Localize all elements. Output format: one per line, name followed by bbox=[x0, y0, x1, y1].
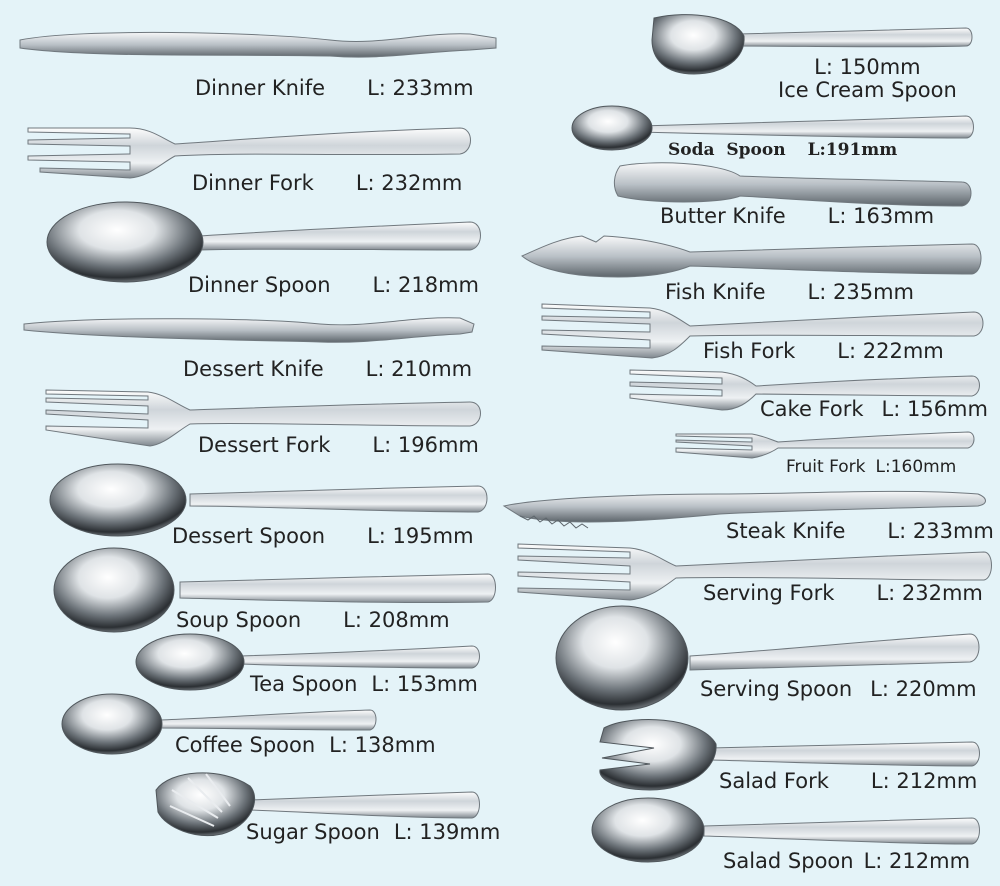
item-name: Fruit Fork bbox=[786, 457, 866, 477]
item-name: Salad Fork bbox=[719, 769, 829, 793]
dessert-knife-illustration bbox=[23, 317, 475, 343]
item-length: L: 139mm bbox=[393, 820, 501, 844]
item-name: Steak Knife bbox=[726, 519, 846, 543]
dinner-spoon-illustration bbox=[46, 201, 481, 283]
item-label-serving-spoon: Serving Spoon L: 220mm bbox=[700, 677, 977, 701]
item-length: L: 156mm bbox=[881, 397, 988, 421]
item-length: L: 196mm bbox=[372, 433, 479, 457]
item-name: Serving Spoon bbox=[700, 677, 853, 701]
fish-fork-illustration bbox=[541, 303, 984, 359]
item-label-soda-spoon: Soda Spoon L:191mm bbox=[668, 140, 897, 160]
item-label-fish-knife: Fish Knife L: 235mm bbox=[665, 280, 914, 304]
item-name: Dinner Spoon bbox=[188, 273, 331, 297]
item-label-fruit-fork: Fruit Fork L:160mm bbox=[786, 457, 956, 477]
tea-spoon-illustration bbox=[135, 633, 480, 691]
item-label-dessert-knife: Dessert Knife L: 210mm bbox=[183, 357, 472, 381]
sugar-spoon-illustration bbox=[155, 772, 480, 836]
item-length: L: 210mm bbox=[365, 357, 473, 381]
item-length: L: 163mm bbox=[827, 204, 935, 228]
cake-fork-illustration bbox=[629, 369, 980, 411]
item-length: L: 233mm bbox=[887, 519, 994, 543]
item-length: L: 212mm bbox=[863, 849, 971, 873]
item-name: Dinner Knife bbox=[195, 76, 326, 100]
ice-cream-spoon-illustration bbox=[651, 14, 973, 75]
item-length: L: 138mm bbox=[329, 733, 436, 757]
item-length: L: 208mm bbox=[343, 608, 450, 632]
item-name: Soup Spoon bbox=[176, 608, 302, 632]
item-label-cake-fork: Cake Fork L: 156mm bbox=[760, 397, 988, 421]
serving-spoon-illustration bbox=[555, 605, 980, 711]
item-name: Dessert Knife bbox=[183, 357, 324, 381]
item-name: Tea Spoon bbox=[250, 672, 358, 696]
dinner-knife-illustration bbox=[19, 31, 497, 58]
item-label-dessert-spoon: Dessert Spoon L: 195mm bbox=[172, 524, 474, 548]
item-name: Sugar Spoon bbox=[246, 820, 380, 844]
coffee-spoon-illustration bbox=[61, 693, 377, 755]
item-length: L:160mm bbox=[875, 457, 957, 477]
item-length: L: 235mm bbox=[807, 280, 914, 304]
fruit-fork-illustration bbox=[675, 431, 975, 459]
item-name: Salad Spoon bbox=[723, 849, 854, 873]
item-label-dinner-fork: Dinner Fork L: 232mm bbox=[192, 171, 462, 195]
item-name: Soda Spoon bbox=[668, 140, 786, 160]
dessert-fork-illustration bbox=[45, 389, 481, 447]
item-label-serving-fork: Serving Fork L: 232mm bbox=[703, 581, 983, 605]
steak-knife-illustration bbox=[502, 490, 986, 529]
item-label-butter-knife: Butter Knife L: 163mm bbox=[660, 204, 934, 228]
item-length: L: 212mm bbox=[870, 769, 978, 793]
dessert-spoon-illustration bbox=[49, 463, 488, 537]
item-name: Cake Fork bbox=[760, 397, 864, 421]
item-label-soup-spoon: Soup Spoon L: 208mm bbox=[176, 608, 450, 632]
item-length: L: 220mm bbox=[870, 677, 977, 701]
butter-knife-illustration bbox=[613, 162, 972, 207]
item-name: Dinner Fork bbox=[192, 171, 314, 195]
salad-spoon-illustration bbox=[591, 797, 980, 863]
item-label-salad-spoon: Salad Spoon L: 212mm bbox=[723, 849, 970, 873]
item-length: L: 150mm bbox=[814, 55, 921, 79]
soda-spoon-illustration bbox=[571, 105, 974, 151]
item-name: Coffee Spoon bbox=[175, 733, 316, 757]
item-name: Ice Cream Spoon bbox=[778, 78, 957, 102]
item-length: L: 218mm bbox=[372, 273, 479, 297]
item-length: L: 232mm bbox=[876, 581, 983, 605]
item-label-coffee-spoon: Coffee Spoon L: 138mm bbox=[175, 733, 436, 757]
item-name: Dessert Fork bbox=[198, 433, 331, 457]
item-name: Serving Fork bbox=[703, 581, 835, 605]
dinner-fork-illustration bbox=[27, 127, 471, 179]
item-label-dessert-fork: Dessert Fork L: 196mm bbox=[198, 433, 479, 457]
item-label-dinner-knife: Dinner Knife L: 233mm bbox=[195, 76, 474, 100]
item-length: L: 233mm bbox=[367, 76, 474, 100]
item-label-dinner-spoon: Dinner Spoon L: 218mm bbox=[188, 273, 479, 297]
fish-knife-illustration bbox=[521, 235, 982, 278]
item-name: Fish Fork bbox=[703, 339, 796, 363]
item-length: L: 222mm bbox=[837, 339, 944, 363]
item-label-tea-spoon: Tea Spoon L: 153mm bbox=[250, 672, 478, 696]
item-label-salad-fork: Salad Fork L: 212mm bbox=[719, 769, 977, 793]
item-label-steak-knife: Steak Knife L: 233mm bbox=[726, 519, 994, 543]
item-name: Dessert Spoon bbox=[172, 524, 326, 548]
item-label-fish-fork: Fish Fork L: 222mm bbox=[703, 339, 944, 363]
soup-spoon-illustration bbox=[53, 547, 496, 633]
item-length: L:191mm bbox=[807, 140, 898, 160]
serving-fork-illustration bbox=[517, 543, 992, 601]
item-label-ice-cream-spoon: L: 150mm Ice Cream Spoon bbox=[778, 56, 957, 102]
item-name: Fish Knife bbox=[665, 280, 766, 304]
item-length: L: 232mm bbox=[355, 171, 463, 195]
item-label-sugar-spoon: Sugar Spoon L: 139mm bbox=[246, 820, 500, 844]
item-length: L: 195mm bbox=[367, 524, 474, 548]
item-name: Butter Knife bbox=[660, 204, 786, 228]
item-length: L: 153mm bbox=[371, 672, 478, 696]
salad-fork-illustration bbox=[599, 719, 980, 791]
